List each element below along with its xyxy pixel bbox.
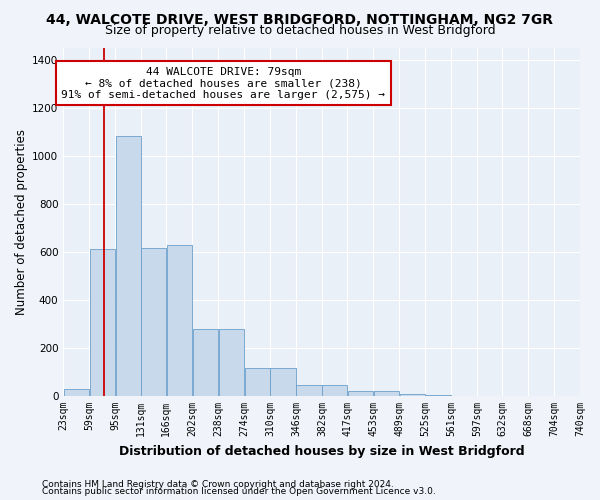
Bar	[142, 248, 166, 396]
Bar	[89, 250, 115, 396]
Text: 44 WALCOTE DRIVE: 79sqm
← 8% of detached houses are smaller (238)
91% of semi-de: 44 WALCOTE DRIVE: 79sqm ← 8% of detached…	[61, 66, 385, 100]
Bar	[245, 368, 270, 396]
Bar	[193, 328, 218, 396]
Bar	[374, 391, 399, 396]
Bar	[218, 328, 244, 396]
Bar	[347, 391, 373, 396]
Y-axis label: Number of detached properties: Number of detached properties	[15, 129, 28, 315]
X-axis label: Distribution of detached houses by size in West Bridgford: Distribution of detached houses by size …	[119, 444, 524, 458]
Bar	[64, 389, 89, 396]
Bar	[296, 385, 322, 396]
Text: Size of property relative to detached houses in West Bridgford: Size of property relative to detached ho…	[104, 24, 496, 37]
Bar	[400, 394, 425, 396]
Text: Contains public sector information licensed under the Open Government Licence v3: Contains public sector information licen…	[42, 487, 436, 496]
Text: 44, WALCOTE DRIVE, WEST BRIDGFORD, NOTTINGHAM, NG2 7GR: 44, WALCOTE DRIVE, WEST BRIDGFORD, NOTTI…	[47, 12, 554, 26]
Bar	[322, 385, 347, 396]
Bar	[116, 136, 141, 396]
Bar	[271, 368, 296, 396]
Bar	[167, 244, 192, 396]
Text: Contains HM Land Registry data © Crown copyright and database right 2024.: Contains HM Land Registry data © Crown c…	[42, 480, 394, 489]
